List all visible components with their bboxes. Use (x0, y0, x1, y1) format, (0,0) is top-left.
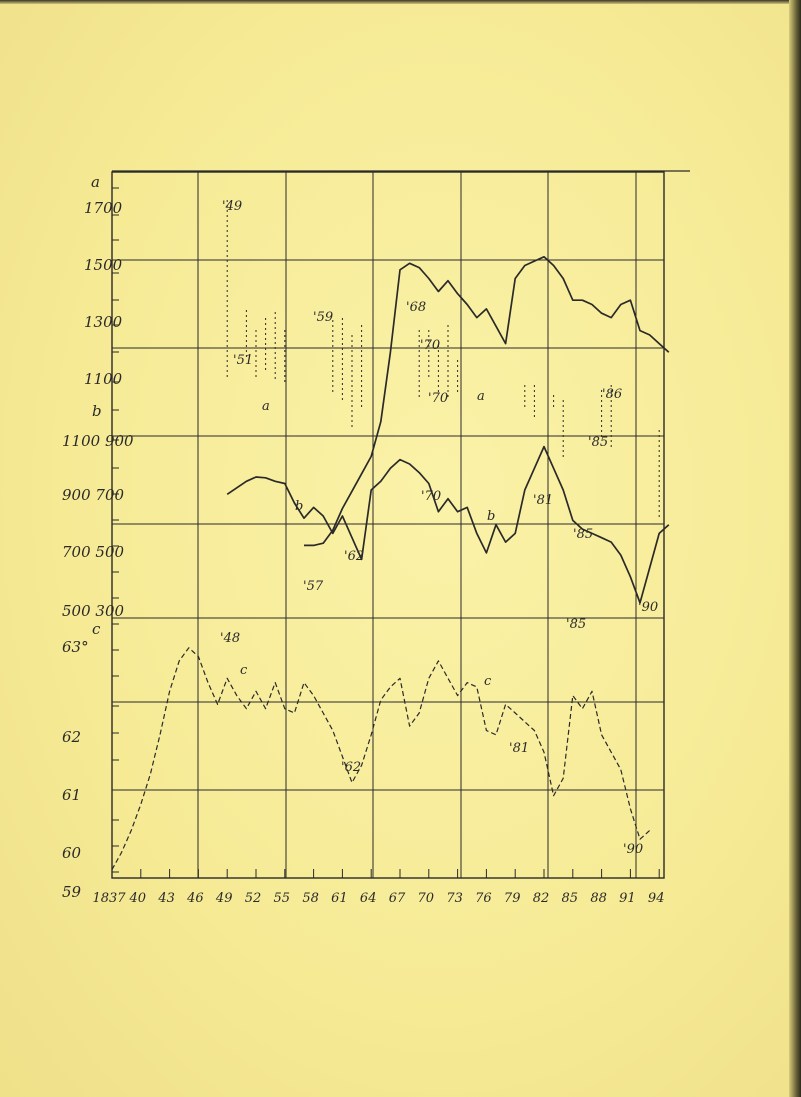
annotation-label: '86 (602, 387, 622, 402)
annotation-label: '85 (566, 617, 586, 632)
x-tick-label: 46 (186, 891, 204, 906)
y-axis-label: 1100 900 (62, 432, 134, 450)
annotation-label: '51 (233, 353, 253, 368)
x-tick-label: 73 (446, 891, 463, 906)
annotation-label: '70 (420, 338, 440, 353)
annotation-label: '62 (344, 549, 364, 564)
x-tick-label: 61 (331, 891, 348, 906)
x-tick-label: 1837 (92, 891, 126, 906)
chart-annotations: '49 '51 a '59 '68 '70 '70 a '86 '85 b '70 b '81 '62 '57… (220, 199, 658, 857)
annotation-label: '85 (573, 527, 593, 542)
y-axis-label: 500 300 (62, 602, 124, 620)
chart-frame (111, 171, 665, 879)
y-axis-label: 900 700 (62, 486, 124, 504)
x-tick-label: 67 (389, 891, 406, 906)
y-axis-label: 1300 (84, 313, 123, 331)
x-tick-label: 88 (590, 891, 607, 906)
annotation-label: '90 (623, 842, 643, 857)
annotation-label: '49 (222, 199, 242, 214)
annotation-label: c (484, 674, 492, 689)
series-a-line (304, 255, 670, 547)
x-tick-label: 64 (360, 891, 377, 906)
y-axis-label: 62 (62, 728, 81, 746)
x-tick-label: 94 (648, 891, 665, 906)
x-tick-label: 85 (562, 891, 579, 906)
y-axis-label: c (92, 620, 101, 638)
y-axis-label: b (92, 402, 102, 420)
y-axis-label: 1100 (84, 370, 123, 388)
y-axis-label: 1500 (84, 256, 123, 274)
y-axis-label: 59 (62, 883, 82, 901)
x-tick-label: 40 (129, 891, 147, 906)
x-tick-label: 91 (619, 891, 636, 906)
y-axis-label: 63° (62, 638, 89, 656)
annotation-label: b (487, 509, 495, 524)
annotation-label: '68 (406, 300, 426, 315)
x-tick-label: 55 (274, 891, 291, 906)
series-b-line (226, 445, 670, 604)
left-axis-labels: a 1700 1500 1300 1100 b 1100 900 900 700 700 500… (62, 173, 134, 901)
annotation-label: '48 (220, 631, 240, 646)
annotation-label: b (295, 499, 303, 514)
annotation-label: '62 (341, 760, 361, 775)
annotation-label: '81 (533, 493, 553, 508)
x-tick-label: 82 (533, 891, 550, 906)
chart-series (111, 200, 670, 870)
x-tick-label: 52 (245, 891, 262, 906)
x-tick-label: 76 (475, 891, 492, 906)
annotation-label: a (477, 389, 485, 404)
annotation-label: '57 (303, 579, 324, 594)
annotation-label: a (262, 399, 270, 414)
x-tick-label: 58 (302, 891, 319, 906)
y-axis-label: 60 (62, 844, 82, 862)
page-top-edge (0, 0, 801, 4)
x-axis-labels: 1837 40 43 46 49 52 55 58 61 64 67 70 73 76 79 82 85 88 91… (92, 891, 664, 906)
y-axis-label: 61 (62, 786, 81, 804)
annotation-label: '70 (428, 391, 448, 406)
x-tick-label: 43 (157, 891, 175, 906)
annotation-label: '85 (588, 435, 608, 450)
chart-grid (111, 170, 690, 879)
y-axis-label: a (91, 173, 100, 191)
series-c-line (111, 647, 651, 870)
y-axis-label: 1700 (84, 199, 123, 217)
x-tick-label: 49 (215, 891, 233, 906)
page-right-edge (789, 0, 801, 1097)
x-tick-label: 70 (418, 891, 435, 906)
annotation-label: '70 (421, 489, 441, 504)
annotation-label: c (240, 663, 248, 678)
y-axis-label: 700 500 (62, 543, 124, 561)
x-tick-label: 79 (504, 891, 521, 906)
annotation-label: '90 (638, 600, 658, 615)
annotation-label: '59 (313, 310, 333, 325)
annotation-label: '81 (509, 741, 529, 756)
